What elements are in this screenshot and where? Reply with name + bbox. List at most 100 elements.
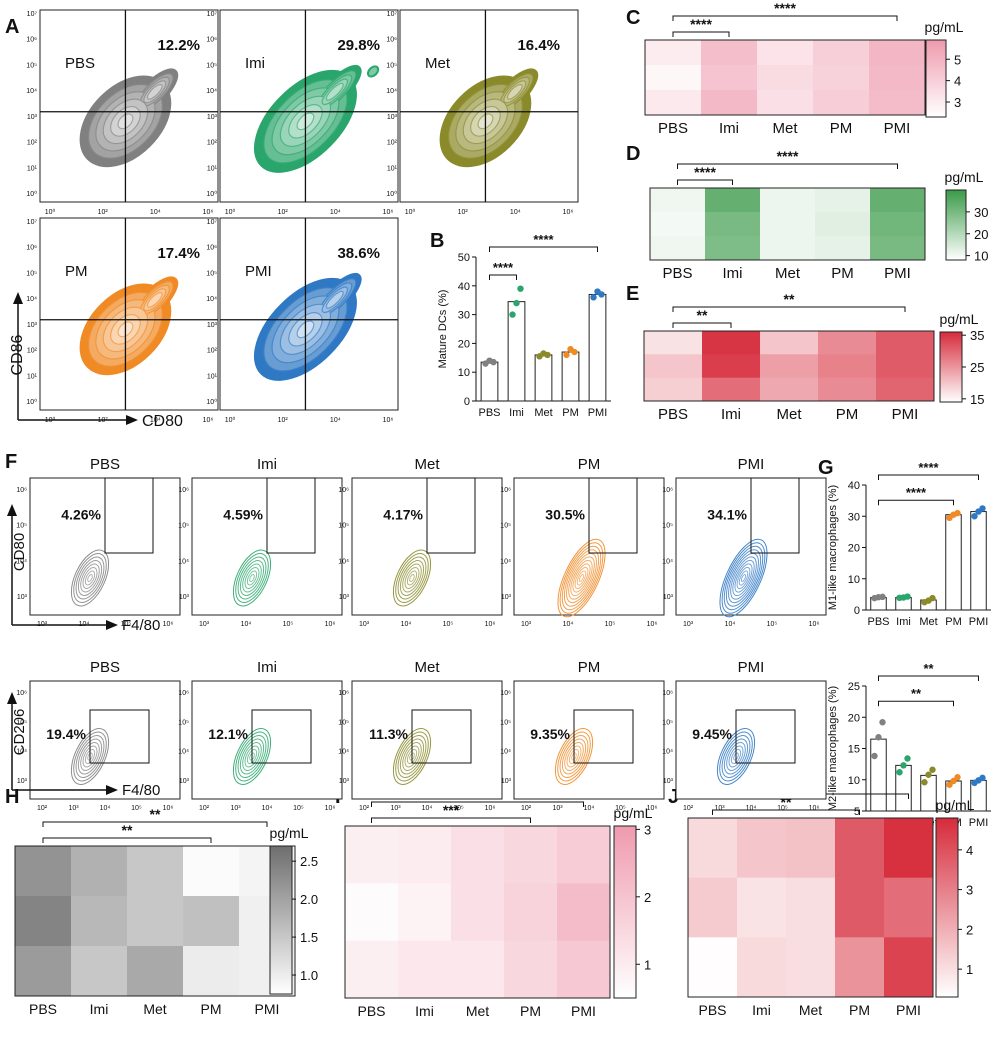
data-point [925,771,932,778]
contour-ring [77,560,103,596]
heatmap-x-label: Imi [90,1001,109,1017]
y-tick-label: 10¹ [207,165,218,172]
panel-letter-E: E [626,283,639,305]
significance-label: **** [690,16,712,32]
contour-ring [404,567,420,589]
significance-bracket [672,322,732,328]
data-point [971,513,978,520]
plot-percent: 16.4% [517,37,560,54]
significance-bracket [489,274,517,280]
plot-group-label: Imi [257,659,277,676]
x-tick-label: PM [945,616,962,628]
panel-letter-H: H [5,786,19,808]
contour-ring [572,563,591,593]
x-tick-label: PBS [478,407,500,419]
heatmap-cell [737,818,787,879]
color-legend [613,825,637,999]
y-tick-label: 10⁶ [178,487,189,494]
contour-ring [561,738,587,775]
legend-tick-label: 1.0 [300,968,318,983]
data-point [879,593,886,601]
data-point [509,311,516,318]
contour-ring [146,291,163,308]
legend-tick-label: 1.5 [300,930,318,945]
contour-ring [239,560,265,596]
data-point [879,719,886,726]
contour-ring [84,570,96,586]
facs-plot-pm: PM 17.4% 10⁰ 10² 10⁴ 10⁶ 10⁰ 10¹ 10² 10³ 10⁴ 10⁵ 10⁶… [26,217,219,424]
contour-ring [244,567,260,589]
heatmap-cell [702,331,761,355]
legend-tick-label: 3 [954,95,961,110]
y-tick-label: 10¹ [387,165,398,172]
heatmap-x-label: PMI [571,1003,596,1019]
x-tick-label: PMI [969,616,989,628]
contour-ring [738,570,749,586]
facs-m2-met: 11.3% Met 10² 10³ 10⁴ 10⁵ 10⁶ 10³ 10⁴ 10⁵ 10⁶ [338,659,503,812]
y-tick-label: 10³ [663,778,674,785]
heatmap-cell [688,877,738,938]
heatmap-cell [71,846,128,897]
heatmap-cell [757,65,814,91]
legend-tick-label: 1 [966,962,973,977]
data-point [598,291,605,298]
significance-label: **** [774,0,796,16]
contour-ring [721,542,766,614]
y-tick-label: 10⁶ [26,37,37,44]
y-tick-label: 10³ [17,594,28,601]
y-tick-label: 0 [854,605,860,617]
heatmap-x-label: PBS [29,1001,57,1017]
x-tick-label: 10⁶ [809,621,820,628]
contour-ring [564,742,584,771]
x-tick-label: 10³ [199,621,210,628]
gate-box [104,477,154,554]
bar-pbs [870,738,887,812]
y-tick-label: 5 [854,806,860,818]
heatmap-frame [14,845,296,997]
y-tick-label: 10³ [501,594,512,601]
gate-box [750,477,800,554]
heatmap-cell [645,40,702,66]
x-tick-label: 10³ [714,805,725,812]
x-tick-label: Imi [509,407,524,419]
heatmap-cell [876,354,935,379]
gate-percent: 30.5% [545,506,585,522]
axis-label-f4-80: F4/80 [122,782,160,799]
y-tick-label: 10⁵ [178,719,189,726]
plot-group-label: PMI [738,456,765,473]
significance-label: ** [122,822,133,838]
legend-tick-label: 30 [974,205,988,220]
plot-group-label: PMI [245,263,272,280]
x-tick-label: 10³ [683,621,694,628]
plot-percent: 12.2% [157,37,200,54]
contour-ring [70,549,110,607]
y-tick-label: 10⁴ [16,749,27,756]
x-tick-label: 10⁵ [453,805,464,812]
heatmap-cell [702,377,761,402]
significance-label: ** [697,307,708,323]
significance-bracket [878,474,979,480]
heatmap-x-label: Imi [415,1003,434,1019]
heatmap-cell [870,212,926,237]
gate-box [735,709,796,764]
significance-label: ** [923,661,934,676]
y-tick-label: 10⁶ [500,690,511,697]
legend-tick-label: 15 [970,392,984,407]
heatmap-x-label: PBS [658,120,688,137]
x-tick-label: 10⁵ [283,621,294,628]
gate-percent: 4.26% [61,506,101,522]
plot-group-label: Met [425,55,451,72]
y-tick-label: 10² [207,348,218,355]
x-tick-label: 10⁴ [510,209,521,216]
contour-island [366,65,380,78]
y-tick-label: 10⁴ [16,558,27,565]
data-point [954,509,961,517]
x-tick-label: Met [534,407,552,419]
heatmap-cell [644,331,703,355]
y-axis-label: M1-like macrophages (%) [827,485,839,610]
bar-chart-G2: 510152025PBSImiMetPMPMIM2-like macrophag… [827,661,991,829]
contour-ring [506,83,523,100]
data-point [950,777,957,785]
contour-ring [325,290,344,309]
contour-ring [237,735,267,778]
